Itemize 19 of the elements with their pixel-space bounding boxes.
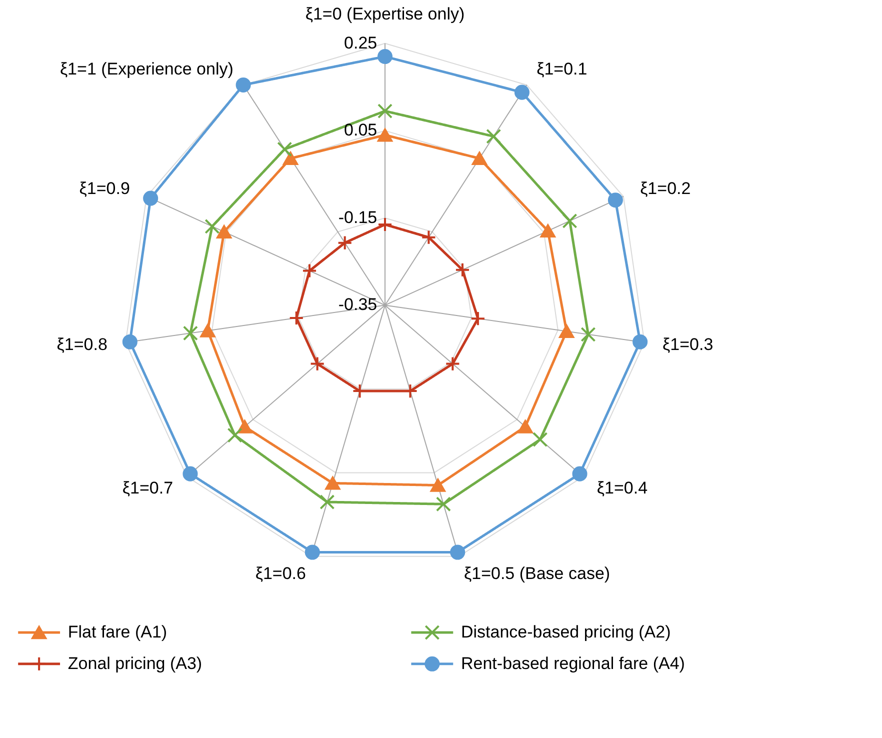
y-tick-label: -0.35	[338, 295, 378, 314]
y-tick-label: -0.15	[338, 208, 378, 227]
spoke-label: ξ1=0.7	[122, 478, 174, 498]
legend-label: Flat fare (A1)	[68, 622, 168, 642]
spoke-label: ξ1=0.6	[255, 564, 306, 584]
spoke-label: ξ1=0.3	[662, 335, 714, 354]
spoke-label: ξ1=0.9	[79, 178, 130, 198]
legend-label: Zonal pricing (A3)	[68, 654, 202, 673]
legend-label: Rent-based regional fare (A4)	[461, 654, 685, 673]
spoke-label: ξ1=1 (Experience only)	[60, 60, 234, 79]
spoke-label: ξ1=0.2	[640, 178, 691, 198]
spoke-label: ξ1=0.4	[596, 478, 648, 498]
legend-label: Distance-based pricing (A2)	[461, 622, 671, 642]
spoke-label: ξ1=0.1	[536, 60, 588, 79]
spoke-label: ξ1=0 (Expertise only)	[305, 4, 465, 24]
spoke-label: ξ1=0.5 (Base case)	[464, 564, 610, 584]
y-tick-label: 0.25	[344, 33, 378, 52]
spoke-label: ξ1=0.8	[56, 335, 108, 354]
y-tick-label: 0.05	[344, 120, 378, 140]
